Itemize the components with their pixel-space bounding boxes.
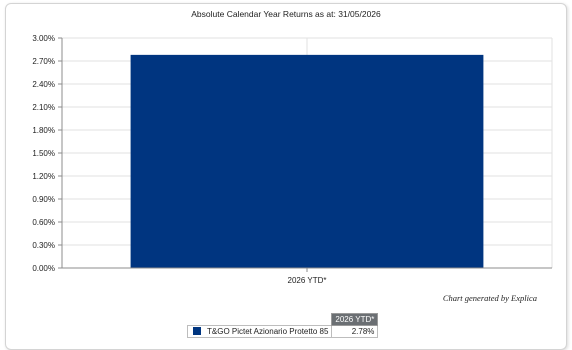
y-tick-label: 0.00%: [32, 264, 55, 273]
bars: [130, 54, 484, 268]
y-tick-label: 3.00%: [32, 34, 55, 43]
x-tick-label: 2026 YTD*: [288, 276, 327, 285]
legend-column-header: 2026 YTD*: [331, 313, 379, 326]
y-tick-label: 2.70%: [32, 57, 55, 66]
y-tick-label: 2.10%: [32, 103, 55, 112]
y-tick-label: 0.30%: [32, 241, 55, 250]
y-axis-ticks: 0.00% 0.30% 0.60% 0.90% 1.20% 1.50% 1.80% 2.10%…: [32, 34, 62, 273]
legend-series-name: T&GO Pictet Azionario Protetto 85: [207, 327, 329, 336]
y-tick-label: 2.40%: [32, 80, 55, 89]
legend-row: T&GO Pictet Azionario Protetto 85 2.78%: [186, 325, 379, 338]
y-tick-label: 1.80%: [32, 126, 55, 135]
chart-credit: Chart generated by Explica: [442, 293, 537, 303]
bar: [130, 54, 484, 268]
chart-plot: 0.00% 0.30% 0.60% 0.90% 1.20% 1.50% 1.80% 2.10%…: [32, 34, 553, 285]
legend-series-value: 2.78%: [331, 325, 379, 338]
x-axis-labels: 2026 YTD*: [288, 268, 327, 285]
y-tick-label: 1.20%: [32, 172, 55, 181]
legend-series-cell: T&GO Pictet Azionario Protetto 85: [186, 325, 333, 338]
y-tick-label: 0.90%: [32, 195, 55, 204]
y-tick-label: 0.60%: [32, 218, 55, 227]
chart-title: Absolute Calendar Year Returns as at: 31…: [191, 9, 381, 19]
legend-swatch: [193, 327, 201, 335]
legend-table: 2026 YTD* T&GO Pictet Azionario Protetto…: [186, 313, 379, 338]
y-tick-label: 1.50%: [32, 149, 55, 158]
